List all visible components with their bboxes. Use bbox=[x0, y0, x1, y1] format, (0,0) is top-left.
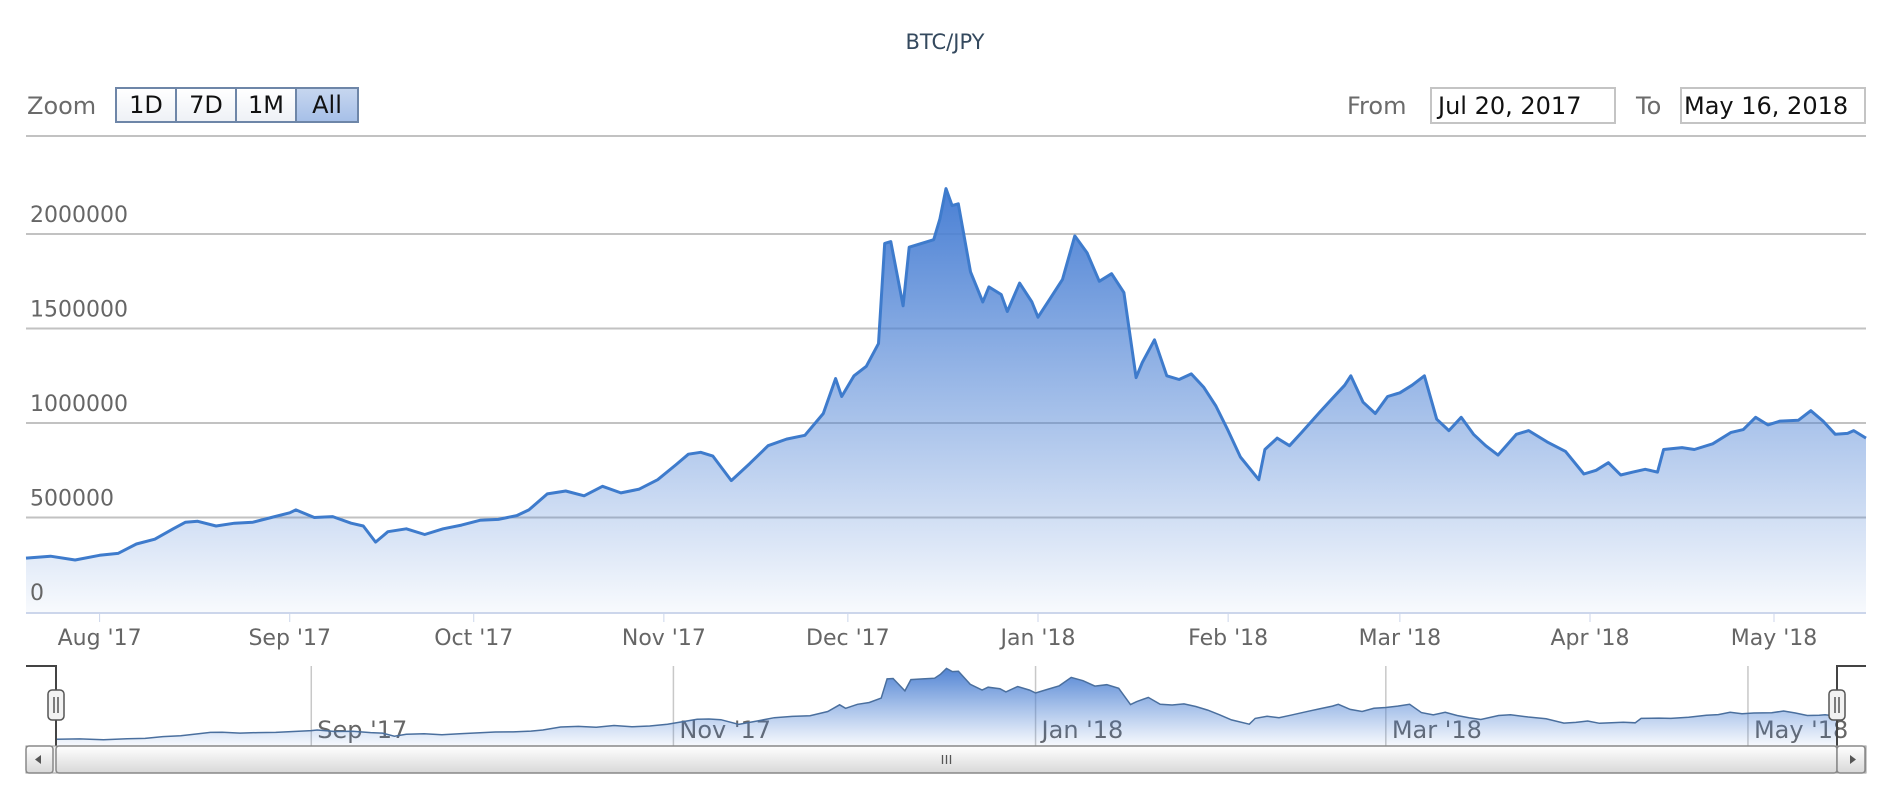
y-tick-label: 1000000 bbox=[30, 392, 128, 417]
zoom-label: Zoom bbox=[27, 92, 97, 120]
zoom-1m-button[interactable]: 1M bbox=[237, 89, 297, 121]
x-tick-label: Apr '18 bbox=[1550, 626, 1629, 651]
y-tick-label: 2000000 bbox=[30, 203, 128, 228]
arrow-left-icon bbox=[35, 755, 41, 764]
y-tick-label: 0 bbox=[30, 581, 44, 606]
x-tick-label: Nov '17 bbox=[622, 626, 706, 651]
navigator-left-handle[interactable] bbox=[47, 689, 65, 721]
zoom-1d-button[interactable]: 1D bbox=[117, 89, 177, 121]
y-tick-label: 500000 bbox=[30, 487, 114, 512]
to-date-input[interactable]: May 16, 2018 bbox=[1680, 87, 1866, 124]
from-date-input[interactable]: Jul 20, 2017 bbox=[1430, 87, 1616, 124]
chart-title: BTC/JPY bbox=[905, 30, 985, 54]
x-tick-label: Jan '18 bbox=[999, 626, 1076, 651]
scroll-right-button[interactable] bbox=[1836, 745, 1866, 774]
zoom-7d-button[interactable]: 7D bbox=[177, 89, 237, 121]
arrow-right-icon bbox=[1850, 755, 1856, 764]
x-tick-label: May '18 bbox=[1731, 626, 1818, 651]
x-tick-label: Sep '17 bbox=[248, 626, 331, 651]
from-label: From bbox=[1347, 92, 1407, 120]
scrollbar-thumb[interactable] bbox=[55, 745, 1838, 774]
x-tick-label: Aug '17 bbox=[58, 626, 142, 651]
scroll-left-button[interactable] bbox=[25, 745, 54, 774]
navigator-right-handle[interactable] bbox=[1828, 689, 1846, 721]
x-tick-label: Oct '17 bbox=[434, 626, 513, 651]
x-axis: Aug '17 Sep '17 Oct '17 Nov '17 Dec '17 Jan '… bbox=[26, 612, 1866, 651]
x-tick-label: Mar '18 bbox=[1359, 626, 1442, 651]
zoom-all-button[interactable]: All bbox=[297, 89, 357, 121]
navigator-series-line bbox=[55, 667, 1838, 741]
series-area bbox=[25, 187, 1867, 612]
x-tick-label: Dec '17 bbox=[806, 626, 890, 651]
series-fill bbox=[26, 188, 1866, 612]
navigator-series-fill bbox=[56, 668, 1837, 746]
to-label: To bbox=[1636, 92, 1662, 120]
scrollbar bbox=[25, 745, 1867, 774]
series-line bbox=[25, 187, 1867, 562]
y-axis: 0 500000 1000000 1500000 2000000 bbox=[30, 203, 128, 606]
y-tick-label: 1500000 bbox=[30, 298, 128, 323]
x-tick-label: Feb '18 bbox=[1188, 626, 1268, 651]
zoom-buttons: 1D 7D 1M All bbox=[115, 87, 359, 123]
